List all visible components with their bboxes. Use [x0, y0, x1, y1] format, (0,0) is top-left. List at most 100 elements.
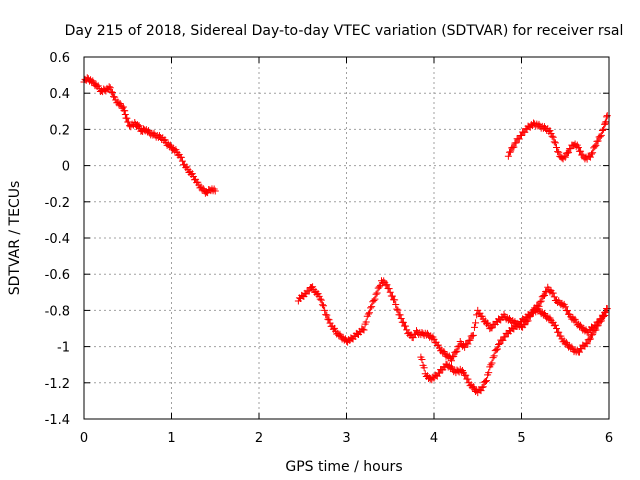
data-point: [393, 305, 401, 313]
x-tick-label: 3: [342, 431, 350, 446]
data-point: [512, 139, 520, 147]
x-tick-label: 6: [605, 431, 613, 446]
data-point: [121, 107, 129, 115]
data-point: [598, 126, 606, 134]
x-tick-label: 2: [255, 431, 263, 446]
data-point: [107, 88, 115, 96]
data-point: [551, 139, 559, 147]
data-series-2: [294, 277, 611, 365]
data-point: [601, 119, 609, 127]
data-point: [550, 138, 558, 146]
data-point: [478, 384, 486, 392]
data-point: [600, 125, 608, 133]
x-tick-label: 4: [430, 431, 438, 446]
data-point: [323, 311, 331, 319]
data-point: [372, 290, 380, 298]
data-point: [479, 383, 487, 391]
data-point: [392, 301, 400, 309]
data-point: [359, 325, 367, 333]
data-point: [492, 346, 500, 354]
data-point: [589, 149, 597, 157]
data-point: [367, 304, 375, 312]
data-point: [487, 361, 495, 369]
y-tick-label: -1.4: [45, 413, 70, 428]
data-point: [316, 295, 324, 303]
data-series-4: [504, 112, 611, 163]
data-point: [317, 296, 325, 304]
data-point: [462, 371, 470, 379]
data-point: [594, 322, 602, 330]
data-point: [371, 295, 379, 303]
data-point: [510, 143, 518, 151]
data-point: [583, 340, 591, 348]
data-point: [495, 341, 503, 349]
data-point: [549, 289, 557, 297]
data-point: [485, 369, 493, 377]
y-tick-label: 0: [62, 160, 70, 175]
data-point: [549, 133, 557, 141]
data-point: [448, 357, 455, 365]
data-point: [563, 307, 571, 315]
data-point: [477, 387, 485, 395]
data-point: [600, 313, 608, 321]
data-point: [603, 305, 611, 313]
data-point: [490, 352, 498, 360]
y-tick-label: -0.4: [45, 232, 70, 247]
data-point: [551, 321, 559, 329]
data-point: [119, 103, 127, 111]
data-point: [396, 311, 404, 319]
x-axis-label: GPS time / hours: [285, 459, 402, 475]
data-point: [554, 148, 562, 156]
data-point: [592, 326, 600, 334]
data-layer: [80, 74, 611, 397]
data-point: [399, 318, 407, 326]
data-point: [574, 144, 582, 151]
data-point: [553, 144, 560, 151]
y-tick-label: -0.6: [45, 268, 70, 283]
data-point: [591, 143, 599, 151]
data-point: [178, 157, 186, 165]
data-point: [550, 293, 558, 301]
data-point: [603, 112, 611, 120]
data-point: [470, 323, 478, 331]
data-point: [488, 359, 496, 367]
y-tick-label: 0.6: [49, 51, 70, 66]
data-point: [586, 335, 594, 343]
data-point: [466, 336, 474, 344]
data-point: [397, 315, 405, 323]
data-point: [589, 331, 597, 339]
tick-layer: 0 1 2 3 4 5 6 -1.4 -1.2 -1 -0.8 -0.6 -0.4 -0.2 0 0.2 0.4…: [45, 51, 614, 446]
grid-layer: [84, 57, 609, 419]
y-tick-label: -0.2: [45, 196, 70, 211]
data-point: [493, 345, 501, 353]
data-point: [481, 377, 489, 385]
data-point: [418, 355, 426, 363]
data-point: [602, 308, 610, 316]
y-tick-label: 0.4: [49, 87, 70, 102]
data-point: [105, 83, 113, 91]
data-point: [536, 298, 544, 306]
data-point: [504, 152, 512, 160]
data-point: [364, 310, 372, 318]
data-series-1: [80, 74, 219, 197]
data-point: [318, 301, 326, 309]
data-point: [360, 326, 368, 334]
x-tick-label: 1: [167, 431, 175, 446]
data-point: [454, 343, 462, 351]
data-point: [489, 354, 497, 362]
data-point: [391, 296, 399, 304]
y-tick-label: 0.2: [49, 123, 70, 138]
data-point: [365, 309, 373, 317]
data-point: [211, 187, 219, 195]
data-point: [177, 153, 185, 161]
data-point: [588, 150, 595, 158]
data-point: [450, 352, 458, 360]
chart-title: Day 215 of 2018, Sidereal Day-to-day VTE…: [65, 23, 624, 39]
data-point: [385, 285, 393, 293]
data-point: [325, 316, 333, 324]
data-point: [540, 292, 548, 300]
y-axis-label: SDTVAR / TECUs: [7, 181, 23, 296]
data-series-3: [417, 305, 609, 397]
x-tick-label: 5: [517, 431, 525, 446]
data-point: [123, 114, 131, 122]
